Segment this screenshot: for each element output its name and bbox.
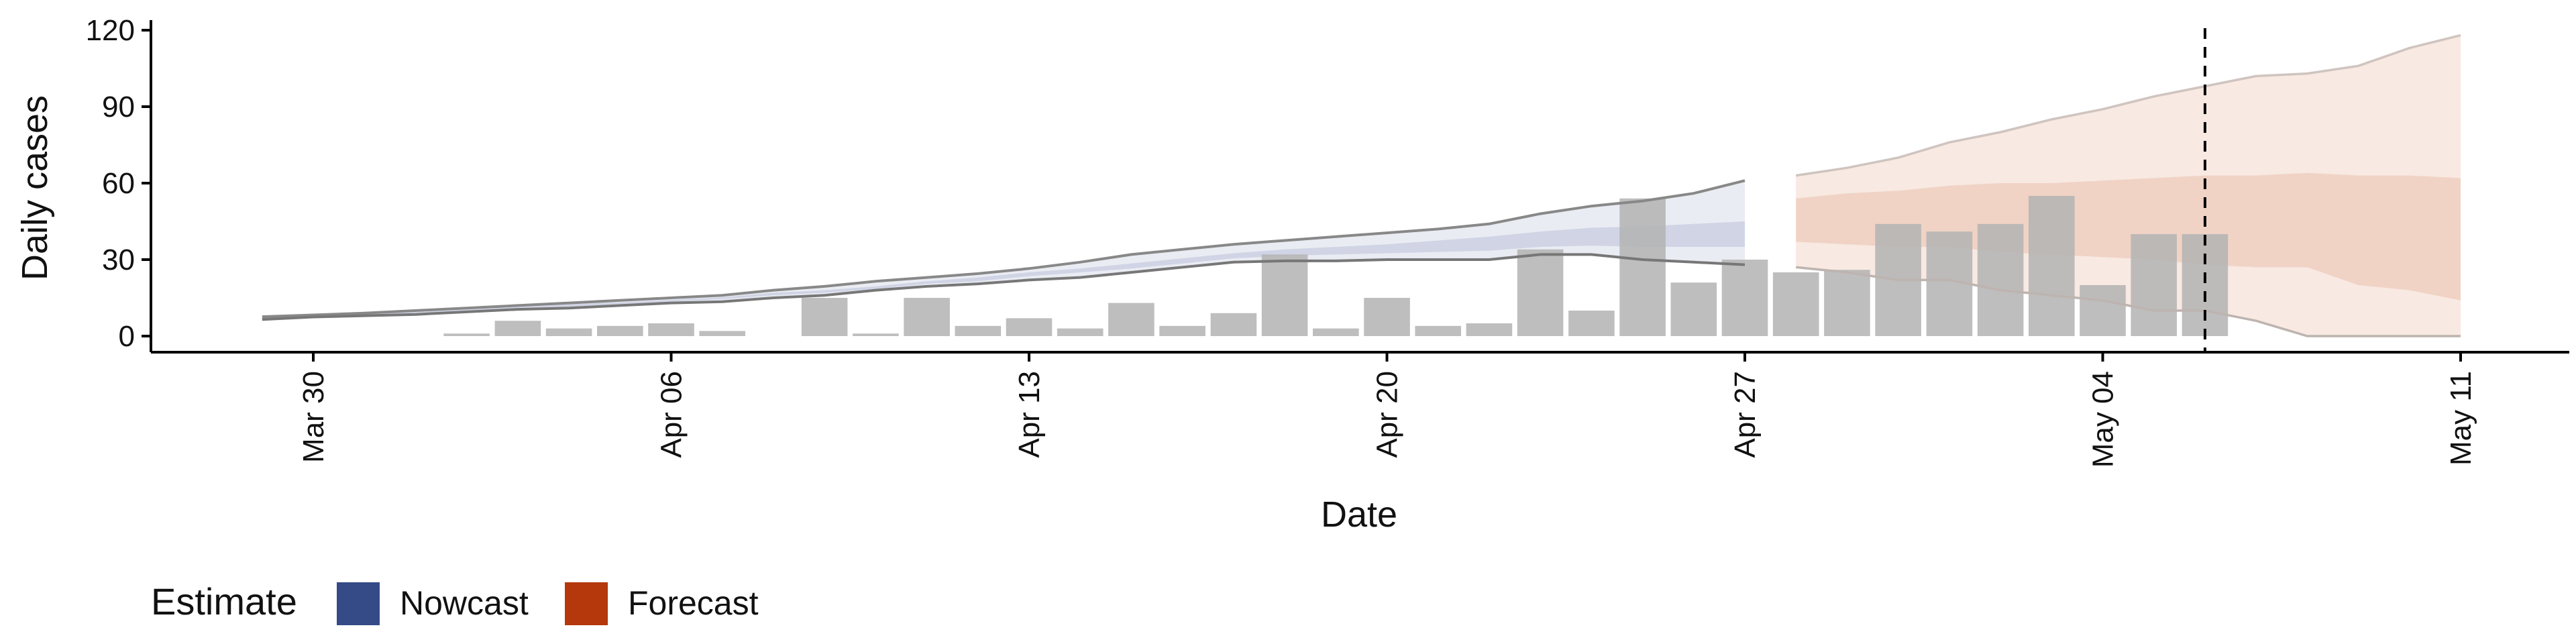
y-tick-label: 30	[102, 244, 135, 276]
case-bar	[2182, 234, 2229, 336]
x-tick-label: Apr 13	[1013, 371, 1046, 458]
case-bar	[597, 325, 643, 336]
case-bar	[2029, 196, 2075, 336]
y-axis-title: Daily cases	[15, 95, 55, 280]
case-bar	[1772, 272, 1819, 336]
y-tick-label: 60	[102, 167, 135, 200]
case-bar	[1415, 325, 1461, 336]
case-bar	[1619, 198, 1666, 336]
case-bar	[1261, 254, 1308, 336]
axes: 0 30 60 90 120 Mar 30 Apr 06 Apr 13 Apr 20 Apr 2…	[86, 14, 2569, 468]
y-axis-ticks: 0 30 60 90 120	[86, 14, 151, 353]
x-axis-title: Date	[1321, 494, 1397, 535]
case-bar	[1313, 328, 1359, 336]
case-bar	[494, 321, 541, 336]
case-bar	[1159, 325, 1205, 336]
forecast-lower-line	[1796, 266, 2461, 337]
case-bar	[2080, 285, 2126, 336]
x-tick-label: May 04	[2087, 371, 2120, 468]
y-tick-label: 0	[119, 320, 135, 353]
x-tick-label: Mar 30	[297, 371, 330, 463]
legend: Estimate Nowcast Forecast	[151, 580, 759, 625]
case-bar	[545, 328, 592, 336]
case-bar	[1824, 270, 1870, 336]
legend-label-nowcast: Nowcast	[400, 584, 529, 622]
case-bar	[801, 298, 848, 336]
x-tick-label: Apr 20	[1371, 371, 1404, 458]
x-tick-label: Apr 06	[655, 371, 688, 458]
nowcast-lower-line	[262, 253, 1746, 321]
legend-swatch-forecast	[565, 582, 608, 625]
case-bar	[904, 298, 950, 336]
case-bar	[699, 331, 745, 336]
interval-lines	[262, 34, 2461, 337]
case-bar	[1364, 298, 1410, 336]
y-tick-label: 120	[86, 14, 135, 47]
x-axis-ticks: Mar 30 Apr 06 Apr 13 Apr 20 Apr 27 May 04 May …	[297, 352, 2477, 468]
case-bar	[1006, 318, 1053, 336]
nowcast-band-50	[262, 221, 1745, 319]
case-bar	[1057, 328, 1104, 336]
x-tick-label: Apr 27	[1729, 371, 1762, 458]
y-tick-label: 90	[102, 91, 135, 123]
nowcast-upper-line	[262, 179, 1746, 319]
forecast-band-50	[1796, 172, 2461, 301]
case-bar	[648, 323, 694, 336]
case-bar	[853, 333, 899, 336]
case-bar	[955, 325, 1002, 336]
case-bar	[1670, 282, 1717, 336]
case-bar	[1977, 223, 2024, 336]
legend-swatch-nowcast	[337, 582, 380, 625]
case-bar	[1721, 260, 1768, 336]
x-tick-label: May 11	[2445, 371, 2477, 466]
case-bar	[1108, 303, 1155, 336]
case-bar	[1568, 311, 1615, 336]
forecast-upper-line	[1795, 34, 2461, 177]
case-bar	[1210, 313, 1257, 336]
legend-label-forecast: Forecast	[628, 584, 759, 622]
case-bar	[443, 333, 490, 336]
case-bar	[1517, 249, 1564, 336]
legend-title: Estimate	[151, 580, 297, 623]
plot-area	[262, 28, 2461, 352]
case-bar	[1466, 323, 1513, 336]
case-bar	[2131, 234, 2177, 336]
